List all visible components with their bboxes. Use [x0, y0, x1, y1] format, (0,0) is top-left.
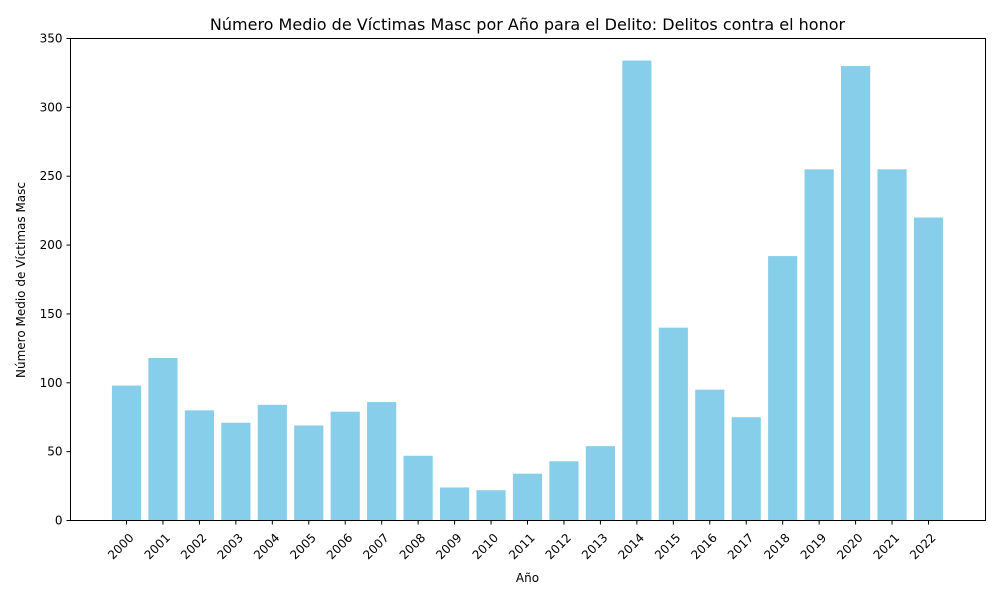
bar-2007: [367, 402, 397, 521]
bar-2011: [512, 473, 543, 521]
y-tick-label: 250: [40, 169, 63, 183]
x-tick-label: 2006: [324, 531, 355, 562]
x-tick-label: 2000: [105, 531, 136, 562]
bar-2016: [695, 389, 725, 521]
x-tick-label: 2020: [834, 531, 865, 562]
bar-2006: [330, 411, 360, 521]
x-tick-label: 2013: [579, 531, 610, 562]
bar-2020: [841, 66, 871, 521]
bar-2000: [111, 385, 142, 521]
x-tick-label: 2002: [178, 531, 209, 562]
bar-2010: [476, 490, 506, 521]
x-tick-label: 2009: [433, 531, 464, 562]
bar-2003: [221, 422, 251, 521]
bar-2002: [184, 410, 214, 521]
x-tick-label: 2014: [615, 531, 646, 562]
x-tick-label: 2022: [907, 531, 938, 562]
x-tick-label: 2018: [761, 531, 792, 562]
bar-2022: [913, 217, 944, 521]
y-tick-label: 300: [40, 100, 63, 114]
bar-2012: [549, 461, 579, 521]
x-tick-label: 2011: [506, 531, 537, 562]
x-tick-label: 2021: [871, 531, 902, 562]
bar-2017: [731, 417, 761, 521]
y-tick-label: 0: [55, 514, 63, 528]
x-tick-label: 2005: [287, 531, 318, 562]
bar-2008: [403, 455, 433, 521]
bar-2004: [257, 404, 287, 521]
x-tick-label: 2016: [688, 531, 719, 562]
x-tick-label: 2007: [360, 531, 391, 562]
bar-2005: [294, 425, 324, 521]
y-tick-label: 350: [40, 32, 63, 46]
y-tick-label: 150: [40, 307, 63, 321]
bar-2018: [768, 256, 798, 521]
y-tick-label: 200: [40, 238, 63, 252]
bar-2021: [877, 169, 907, 521]
plot-frame: [70, 38, 986, 521]
x-tick-label: 2008: [397, 531, 428, 562]
x-axis: 2000 2001 2002 2003 2004 2005 2006 2007 2008 2009…: [105, 520, 939, 562]
x-tick-label: 2010: [470, 531, 501, 562]
y-axis-label: Número Medio de Víctimas Masc: [14, 182, 28, 378]
x-tick-label: 2017: [725, 531, 756, 562]
x-axis-label: Año: [516, 571, 539, 585]
bar-2019: [804, 169, 834, 521]
x-tick-label: 2019: [798, 531, 829, 562]
chart-title: Número Medio de Víctimas Masc por Año pa…: [210, 15, 846, 34]
bar-2001: [148, 357, 178, 521]
bar-2015: [658, 327, 688, 521]
x-tick-label: 2012: [543, 531, 574, 562]
bar-2013: [585, 446, 615, 521]
x-tick-label: 2004: [251, 531, 282, 562]
y-axis: 0 50 100 150 200 250 300 350: [40, 32, 71, 528]
bar-2014: [622, 60, 652, 521]
x-tick-label: 2001: [142, 531, 173, 562]
y-tick-label: 50: [47, 445, 62, 459]
bars-group: [111, 60, 944, 521]
x-tick-label: 2003: [214, 531, 245, 562]
y-tick-label: 100: [40, 376, 63, 390]
bar-2009: [440, 487, 470, 521]
x-tick-label: 2015: [652, 531, 683, 562]
